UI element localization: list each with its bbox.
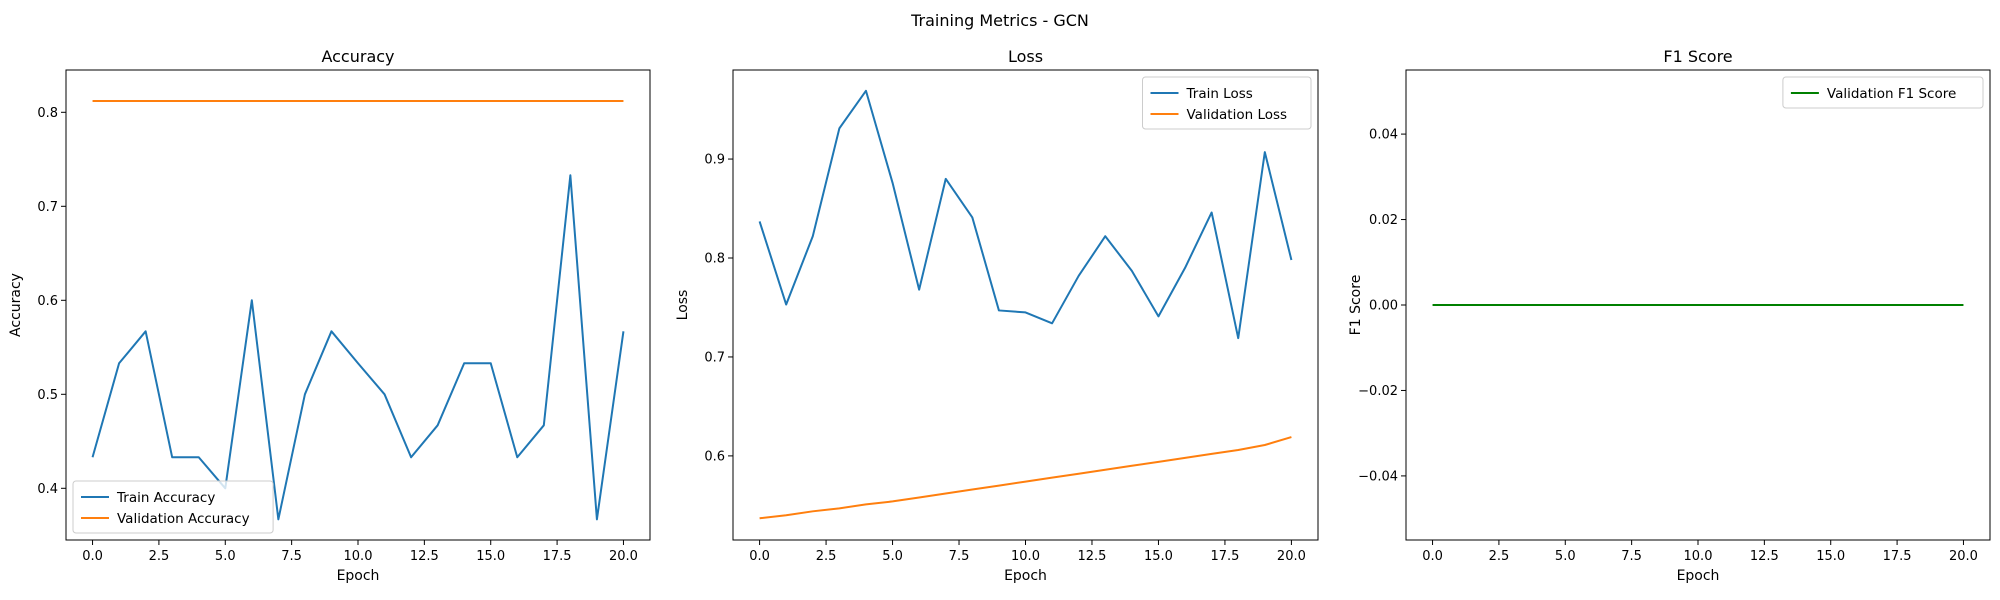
- x-tick-label: 0.0: [749, 549, 770, 564]
- x-tick-label: 20.0: [1277, 549, 1306, 564]
- y-tick-label: 0.7: [37, 200, 58, 215]
- x-tick-label: 17.5: [1210, 549, 1239, 564]
- legend-label: Train Loss: [1186, 86, 1253, 102]
- x-tick-label: 5.0: [215, 549, 236, 564]
- x-tick-label: 2.5: [1489, 549, 1510, 564]
- y-tick-label: −0.04: [1358, 469, 1398, 484]
- y-axis-label: F1 Score: [1348, 275, 1364, 336]
- x-tick-label: 17.5: [543, 549, 572, 564]
- legend-box: [1782, 76, 1984, 109]
- y-tick-label: 0.4: [37, 482, 58, 497]
- x-tick-label: 10.0: [1011, 549, 1040, 564]
- y-tick-label: 0.04: [1369, 128, 1398, 143]
- x-tick-label: 17.5: [1883, 549, 1912, 564]
- y-tick-label: 0.5: [37, 388, 58, 403]
- x-tick-label: 20.0: [1949, 549, 1978, 564]
- chart-panel: F1 Score 0.0 2.5 5.0 7.5 10.0 12.5 15.0 17.5 20.0…: [1348, 47, 1991, 584]
- x-tick-label: 12.5: [1078, 549, 1107, 564]
- y-tick-label: 0.02: [1369, 213, 1398, 228]
- series-line: [91, 174, 625, 521]
- x-tick-label: 5.0: [1555, 549, 1576, 564]
- x-tick-label: 7.5: [281, 549, 302, 564]
- plot-area: [65, 69, 651, 541]
- legend-label: Validation Loss: [1187, 107, 1288, 123]
- series-line: [758, 89, 1293, 340]
- y-tick-label: 0.00: [1369, 299, 1398, 314]
- x-tick-label: 0.0: [82, 549, 103, 564]
- chart-title: Accuracy: [321, 47, 394, 66]
- y-tick-label: 0.9: [704, 153, 725, 168]
- x-tick-label: 2.5: [149, 549, 170, 564]
- legend: Validation F1 Score: [1782, 76, 1984, 109]
- x-axis-label: Epoch: [1004, 568, 1047, 584]
- chart-panel: Accuracy 0.0 2.5 5.0 7.5 10.0 12.5 15.0 17.5 20.0…: [8, 47, 651, 584]
- chart-title: Loss: [1008, 47, 1043, 66]
- y-tick-label: 0.6: [704, 449, 725, 464]
- x-tick-label: 12.5: [1750, 549, 1779, 564]
- legend: Train Accuracy Validation Accuracy: [72, 480, 274, 534]
- chart-title: F1 Score: [1663, 47, 1732, 66]
- y-tick-label: 0.6: [37, 294, 58, 309]
- chart-panel: Loss 0.0 2.5 5.0 7.5 10.0 12.5 15.0 17.5 20.0 0.6 0…: [675, 47, 1319, 584]
- x-tick-label: 15.0: [1816, 549, 1845, 564]
- x-axis-label: Epoch: [337, 568, 380, 584]
- x-tick-label: 7.5: [1621, 549, 1642, 564]
- x-tick-label: 0.0: [1422, 549, 1443, 564]
- y-tick-label: 0.8: [704, 252, 725, 267]
- legend-label: Validation Accuracy: [117, 511, 250, 527]
- y-tick-label: −0.02: [1358, 384, 1398, 399]
- x-tick-label: 7.5: [949, 549, 970, 564]
- chart-panels: Accuracy 0.0 2.5 5.0 7.5 10.0 12.5 15.0 17.5 20.0…: [8, 47, 1991, 584]
- legend: Train Loss Validation Loss: [1142, 76, 1312, 130]
- figure-title: Training Metrics - GCN: [910, 11, 1089, 30]
- x-tick-label: 12.5: [410, 549, 439, 564]
- x-tick-label: 15.0: [476, 549, 505, 564]
- y-tick-label: 0.8: [37, 106, 58, 121]
- x-tick-label: 2.5: [816, 549, 837, 564]
- legend-box: [1142, 76, 1312, 130]
- legend-box: [72, 480, 274, 534]
- series-line: [759, 436, 1292, 520]
- x-tick-label: 20.0: [609, 549, 638, 564]
- legend-label: Validation F1 Score: [1827, 86, 1956, 102]
- x-axis-label: Epoch: [1677, 568, 1720, 584]
- x-tick-label: 5.0: [882, 549, 903, 564]
- x-tick-label: 10.0: [344, 549, 373, 564]
- x-tick-label: 15.0: [1144, 549, 1173, 564]
- legend-label: Train Accuracy: [116, 490, 215, 506]
- x-tick-label: 10.0: [1684, 549, 1713, 564]
- y-axis-label: Accuracy: [8, 273, 24, 337]
- y-tick-label: 0.7: [704, 350, 725, 365]
- y-axis-label: Loss: [675, 290, 691, 321]
